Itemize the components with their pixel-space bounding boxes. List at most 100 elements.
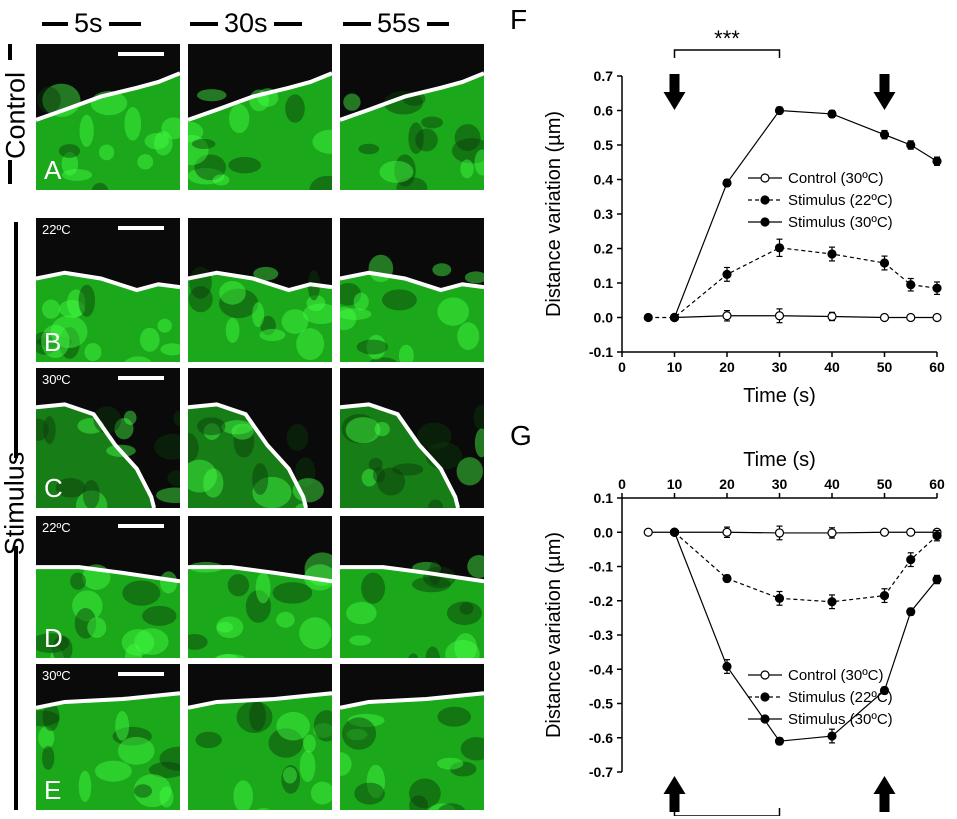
data-point — [879, 685, 890, 696]
texture-blob — [383, 91, 424, 115]
legend-marker — [760, 173, 770, 183]
data-point — [827, 528, 837, 538]
row-letter: E — [44, 775, 62, 805]
legend-label: Stimulus (30ºC) — [788, 214, 893, 231]
texture-blob — [296, 328, 325, 361]
texture-blob — [216, 621, 233, 633]
cell-region — [340, 272, 484, 362]
texture-blob — [354, 782, 385, 805]
y-tick-label: -0.7 — [589, 764, 613, 780]
texture-blob — [436, 757, 464, 770]
texture-blob — [346, 601, 377, 625]
texture-blob — [157, 318, 172, 333]
membrane-outline — [340, 71, 484, 122]
texture-blob — [309, 175, 332, 190]
stimulus-bracket-top — [14, 222, 18, 458]
texture-blob — [299, 617, 332, 650]
texture-blob — [349, 635, 371, 646]
chart-f: 0 10 20 30 40 50 60 -0.1 0.0 0.1 0.2 0.3 0.4 0.5 0.6 0.… — [543, 26, 945, 407]
micrograph-tile: B 22ºC — [36, 218, 180, 362]
texture-blob — [115, 711, 130, 741]
x-tick-label: 10 — [667, 359, 683, 375]
texture-blob — [167, 470, 180, 486]
micrograph-image — [340, 554, 484, 658]
texture-blob — [460, 159, 474, 179]
micrograph-image — [188, 402, 324, 508]
texture-blob — [409, 778, 441, 809]
texture-blob — [229, 104, 250, 134]
x-axis-label: Time (s) — [743, 449, 816, 471]
texture-blob — [456, 457, 483, 486]
texture-blob — [396, 177, 428, 190]
texture-blob — [231, 423, 254, 440]
legend-label: Stimulus (30ºC) — [788, 711, 893, 728]
texture-blob — [313, 723, 332, 738]
membrane-outline — [188, 402, 309, 508]
data-point — [722, 269, 732, 279]
texture-blob — [154, 130, 173, 156]
texture-blob — [188, 286, 213, 313]
cell-region — [340, 693, 484, 810]
texture-blob — [353, 292, 369, 311]
data-point — [774, 593, 785, 603]
data-point — [906, 140, 916, 150]
membrane-outline — [36, 565, 180, 584]
data-point — [827, 109, 837, 119]
texture-blob — [268, 728, 304, 758]
x-tick-label: 50 — [877, 476, 893, 492]
micrograph-image — [36, 402, 180, 508]
micrograph-tile — [340, 516, 484, 658]
data-point — [827, 731, 837, 741]
x-tick-label: 50 — [877, 359, 893, 375]
texture-blob — [464, 271, 484, 284]
membrane-outline — [340, 270, 484, 293]
texture-blob — [52, 635, 73, 658]
texture-blob — [366, 764, 385, 799]
texture-blob — [144, 132, 169, 150]
row-letter: B — [44, 327, 62, 357]
membrane-outline — [36, 270, 180, 293]
data-point — [932, 156, 942, 166]
texture-blob — [454, 124, 481, 152]
x-tick-label: 20 — [719, 476, 735, 492]
texture-blob — [216, 616, 244, 639]
texture-blob — [432, 263, 452, 277]
texture-blob — [358, 143, 380, 155]
micrograph-image — [188, 266, 332, 362]
texture-blob — [66, 289, 86, 317]
texture-blob — [299, 750, 316, 782]
texture-blob — [38, 726, 55, 749]
x-axis-label: Time (s) — [743, 385, 816, 407]
data-point — [879, 130, 890, 140]
micrograph-tile — [340, 664, 484, 810]
y-axis-label: Distance variation (µm) — [543, 532, 565, 738]
texture-blob — [236, 701, 273, 734]
texture-blob — [221, 420, 253, 435]
texture-blob — [79, 114, 94, 147]
texture-blob — [368, 457, 383, 471]
texture-blob — [72, 590, 103, 622]
texture-blob — [467, 554, 484, 578]
data-point — [906, 555, 916, 565]
y-tick-label: -0.1 — [589, 344, 613, 360]
micrograph-tile — [340, 218, 484, 362]
x-tick-label: 0 — [618, 476, 626, 492]
texture-blob — [188, 167, 225, 185]
micrograph-tile: C 30ºC — [36, 368, 180, 508]
texture-blob — [437, 706, 472, 727]
data-point — [932, 574, 942, 585]
y-tick-label: 0.6 — [594, 103, 614, 119]
data-point — [669, 527, 680, 537]
texture-blob — [459, 602, 474, 615]
texture-blob — [36, 633, 70, 653]
texture-blob — [249, 701, 266, 731]
micrograph-image — [188, 552, 332, 658]
texture-blob — [233, 780, 254, 810]
data-point — [879, 527, 890, 537]
panel-letter-g: G — [510, 420, 532, 451]
texture-blob — [341, 717, 377, 750]
texture-blob — [149, 761, 180, 778]
texture-blob — [306, 295, 326, 312]
texture-blob — [272, 582, 313, 604]
texture-blob — [36, 710, 60, 727]
